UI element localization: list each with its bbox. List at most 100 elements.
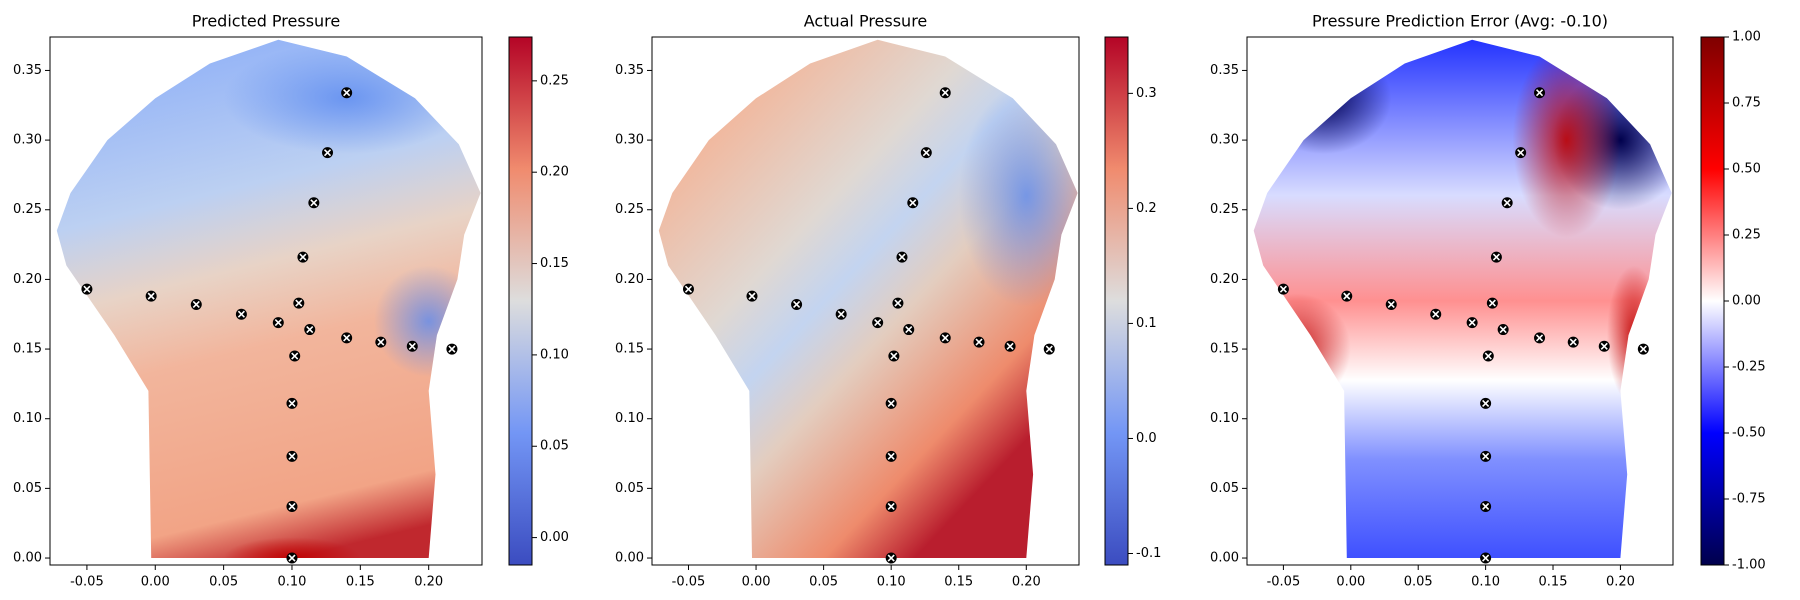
colorbar-tick-label: 0.00 <box>1732 294 1761 309</box>
sensor-marker <box>297 251 309 263</box>
y-tick-label: 0.30 <box>13 133 42 148</box>
colorbar <box>508 36 533 566</box>
axes-frame <box>1246 36 1674 566</box>
sensor-marker <box>1480 552 1492 564</box>
field-blob <box>1512 42 1621 238</box>
chart-title: Actual Pressure <box>804 12 928 31</box>
colorbar-tick-label: 0.75 <box>1732 96 1761 111</box>
sensor-marker <box>1534 87 1546 99</box>
sensor-marker <box>920 147 932 159</box>
x-tick-label: 0.15 <box>346 575 375 590</box>
sensor-marker <box>286 397 298 409</box>
colorbar-tick-label: 0.2 <box>1136 201 1157 216</box>
sensor-marker <box>1480 397 1492 409</box>
sensor-marker <box>190 298 202 310</box>
x-tick-label: 0.20 <box>1606 575 1635 590</box>
sensor-marker <box>973 336 985 348</box>
field-blob <box>223 42 470 155</box>
sensor-marker <box>939 87 951 99</box>
sensor-marker <box>1490 251 1502 263</box>
colorbar-tick-label: 0.15 <box>540 256 569 271</box>
sensor-marker <box>235 308 247 320</box>
field-blob <box>1256 42 1392 155</box>
x-tick-label: 0.10 <box>1471 575 1500 590</box>
sensor-marker <box>1277 283 1289 295</box>
sensor-marker <box>896 251 908 263</box>
sensor-marker <box>293 297 305 309</box>
colorbar-tick-label: 0.05 <box>540 439 569 454</box>
sensor-marker <box>892 297 904 309</box>
sensor-marker <box>885 552 897 564</box>
sensor-marker <box>1501 197 1513 209</box>
colorbar-tick-label: 0.10 <box>540 347 569 362</box>
y-tick-label: 0.15 <box>1210 342 1239 357</box>
colorbar-tick-label: -0.50 <box>1732 426 1766 441</box>
sensor-marker <box>286 450 298 462</box>
colorbar-tick-label: -1.00 <box>1732 558 1766 573</box>
sensor-marker <box>341 87 353 99</box>
y-tick-label: 0.00 <box>1210 551 1239 566</box>
y-tick-label: 0.00 <box>615 551 644 566</box>
sensor-marker <box>304 324 316 336</box>
sensor-marker <box>286 552 298 564</box>
y-tick-label: 0.35 <box>615 63 644 78</box>
sensor-marker <box>1341 290 1353 302</box>
y-tick-label: 0.15 <box>13 342 42 357</box>
sensor-marker <box>272 317 284 329</box>
colorbar-tick-label: 0.00 <box>540 530 569 545</box>
colorbar-tick-label: 0.50 <box>1732 162 1761 177</box>
sensor-marker <box>1497 324 1509 336</box>
panel: Actual Pressure-0.05 0.00 0.05 0.10 0.15 0.20… <box>615 12 1161 590</box>
x-tick-label: -0.05 <box>672 575 706 590</box>
panel: Pressure Prediction Error (Avg: -0.10) -0… <box>1210 12 1766 590</box>
x-tick-label: -0.05 <box>70 575 104 590</box>
y-tick-label: 0.05 <box>13 481 42 496</box>
x-tick-label: 0.05 <box>209 575 238 590</box>
y-tick-label: 0.15 <box>615 342 644 357</box>
field-blob <box>1606 265 1661 405</box>
colorbar-tick-label: 0.25 <box>540 73 569 88</box>
field <box>1253 39 1672 559</box>
x-tick-label: 0.15 <box>944 575 973 590</box>
colorbar-tick-label: 0.0 <box>1136 431 1157 446</box>
y-tick-label: 0.25 <box>13 202 42 217</box>
y-tick-label: 0.25 <box>1210 202 1239 217</box>
sensor-marker <box>375 336 387 348</box>
sensor-marker <box>446 343 458 355</box>
colorbar-tick-label: 0.25 <box>1732 228 1761 243</box>
sensor-marker <box>1515 147 1527 159</box>
sensor-marker <box>322 147 334 159</box>
sensor-marker <box>289 350 301 362</box>
field-blob <box>1253 293 1351 405</box>
x-tick-label: 0.00 <box>742 575 771 590</box>
y-tick-label: 0.05 <box>615 481 644 496</box>
panel: Predicted Pressure -0.05 0.00 0.05 0.10 0.15 0… <box>13 12 569 590</box>
x-tick-label: 0.00 <box>141 575 170 590</box>
sensor-marker <box>1430 308 1442 320</box>
sensor-marker <box>885 500 897 512</box>
chart-title: Pressure Prediction Error (Avg: -0.10) <box>1312 12 1608 31</box>
sensor-marker <box>1482 350 1494 362</box>
field-blob <box>223 537 361 559</box>
y-tick-label: 0.05 <box>1210 481 1239 496</box>
colorbar-tick-label: -0.75 <box>1732 492 1766 507</box>
x-tick-label: 0.05 <box>809 575 838 590</box>
x-tick-label: 0.20 <box>1012 575 1041 590</box>
field-blob <box>958 84 1078 308</box>
colorbar-tick-label: -0.1 <box>1136 546 1161 561</box>
sensor-marker <box>885 397 897 409</box>
y-tick-label: 0.00 <box>13 551 42 566</box>
colorbar-tick-label: 0.20 <box>540 165 569 180</box>
sensor-marker <box>1466 317 1478 329</box>
y-tick-label: 0.20 <box>13 272 42 287</box>
x-tick-label: 0.10 <box>277 575 306 590</box>
x-tick-label: -0.05 <box>1267 575 1301 590</box>
sensor-marker <box>1004 340 1016 352</box>
sensor-marker <box>406 340 418 352</box>
colorbar <box>1700 36 1725 566</box>
sensor-marker <box>341 332 353 344</box>
axes-frame <box>49 36 483 566</box>
x-tick-label: 0.20 <box>414 575 443 590</box>
sensor-marker <box>907 197 919 209</box>
